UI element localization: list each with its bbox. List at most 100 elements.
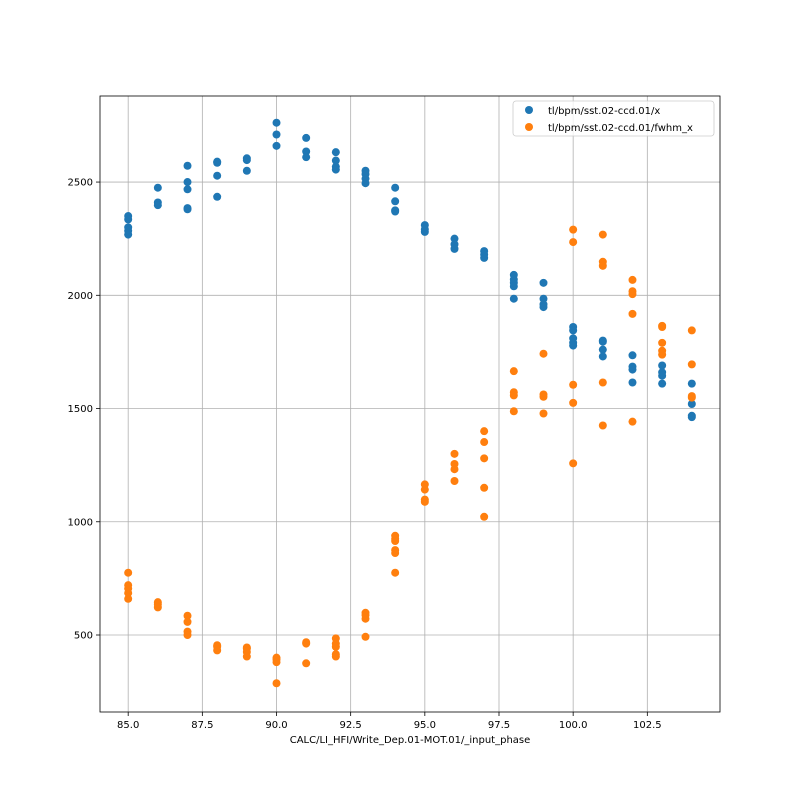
data-point xyxy=(361,179,370,188)
y-tick-label: 2500 xyxy=(68,178,93,189)
data-point xyxy=(183,185,192,194)
data-point xyxy=(539,349,548,358)
data-point xyxy=(450,465,459,474)
data-point xyxy=(361,632,370,641)
data-points xyxy=(124,118,696,688)
data-point xyxy=(331,165,340,174)
data-point xyxy=(391,568,400,577)
data-point xyxy=(272,130,281,139)
y-tick-label: 1000 xyxy=(68,517,93,528)
x-axis-label: CALC/LI_HFI/Write_Dep.01-MOT.01/_input_p… xyxy=(290,735,531,746)
legend-label-x: tl/bpm/sst.02-ccd.01/x xyxy=(548,106,660,117)
data-point xyxy=(509,367,518,376)
x-tick-label: 102.5 xyxy=(633,720,662,731)
data-point xyxy=(569,398,578,407)
data-point xyxy=(569,380,578,389)
data-point xyxy=(302,639,311,648)
data-point xyxy=(628,290,637,299)
data-point xyxy=(183,205,192,214)
data-point xyxy=(153,603,162,612)
data-point xyxy=(569,225,578,234)
data-point xyxy=(302,133,311,142)
x-tick-label: 85.0 xyxy=(117,720,139,731)
x-tick-label: 97.5 xyxy=(488,720,510,731)
data-point xyxy=(628,351,637,360)
data-point xyxy=(598,337,607,346)
data-point xyxy=(124,215,133,224)
legend: tl/bpm/sst.02-ccd.01/x tl/bpm/sst.02-ccd… xyxy=(512,100,715,137)
data-point xyxy=(598,230,607,239)
data-point xyxy=(272,118,281,127)
data-point xyxy=(628,275,637,284)
data-point xyxy=(509,282,518,291)
y-tick-label: 500 xyxy=(74,631,93,642)
axis-ticks: 85.0 87.5 90.0 92.5 95.0 97.5 100.0 102.5 500 100… xyxy=(68,178,662,731)
data-point xyxy=(183,631,192,639)
y-tick-label: 1500 xyxy=(68,404,93,415)
data-point xyxy=(272,679,281,688)
x-tick-label: 90.0 xyxy=(265,720,287,731)
data-point xyxy=(450,477,459,485)
data-point xyxy=(598,261,607,270)
x-tick-label: 87.5 xyxy=(191,720,213,731)
data-point xyxy=(183,617,192,626)
data-point xyxy=(331,652,340,661)
series-0 xyxy=(124,118,696,422)
data-point xyxy=(124,230,133,239)
data-point xyxy=(450,449,459,458)
data-point xyxy=(539,392,548,401)
data-point xyxy=(124,594,133,603)
data-point xyxy=(331,642,340,651)
data-point xyxy=(658,350,667,359)
data-point xyxy=(658,379,667,388)
x-tick-label: 95.0 xyxy=(414,720,436,731)
data-point xyxy=(658,323,667,331)
data-point xyxy=(391,537,400,546)
data-point xyxy=(539,294,548,303)
plot-area-frame xyxy=(99,95,721,713)
data-point xyxy=(569,238,578,247)
data-point xyxy=(420,227,429,236)
data-point xyxy=(213,158,222,167)
data-point xyxy=(598,345,607,354)
data-point xyxy=(480,253,489,262)
data-point xyxy=(242,166,251,175)
data-point xyxy=(242,652,251,661)
data-point xyxy=(480,438,489,447)
series-1 xyxy=(124,225,696,688)
data-point xyxy=(658,338,667,347)
data-point xyxy=(598,352,607,361)
data-point xyxy=(450,234,459,243)
legend-marker-fwhm-x xyxy=(525,123,533,131)
data-point xyxy=(509,294,518,303)
data-point xyxy=(450,244,459,253)
data-point xyxy=(153,201,162,210)
data-point xyxy=(687,393,696,402)
data-point xyxy=(124,568,133,577)
data-point xyxy=(628,309,637,318)
data-point xyxy=(509,391,518,400)
data-point xyxy=(628,365,637,374)
data-point xyxy=(687,400,696,408)
data-point xyxy=(687,379,696,388)
data-point xyxy=(124,589,133,598)
data-point xyxy=(539,303,548,312)
data-point xyxy=(391,549,400,558)
data-point xyxy=(658,371,667,380)
data-point xyxy=(302,153,311,162)
x-tick-label: 100.0 xyxy=(559,720,588,731)
data-point xyxy=(628,378,637,387)
data-point xyxy=(183,178,192,187)
data-point xyxy=(539,278,548,287)
data-point xyxy=(569,326,578,335)
data-point xyxy=(213,646,222,655)
data-point xyxy=(420,497,429,506)
data-point xyxy=(331,156,340,165)
data-point xyxy=(480,454,489,463)
legend-label-fwhm-x: tl/bpm/sst.02-ccd.01/fwhm_x xyxy=(548,123,693,134)
data-point xyxy=(480,427,489,436)
legend-box xyxy=(512,100,715,137)
data-point xyxy=(272,141,281,150)
data-point xyxy=(687,326,696,335)
